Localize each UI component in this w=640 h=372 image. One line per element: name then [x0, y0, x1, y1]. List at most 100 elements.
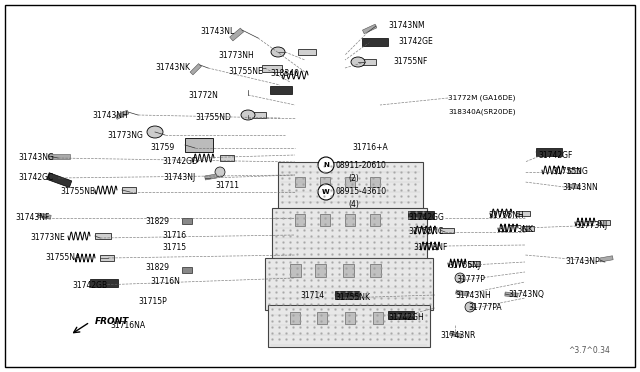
Ellipse shape: [351, 57, 365, 67]
Text: 31743NF: 31743NF: [15, 214, 49, 222]
Bar: [369, 263, 381, 276]
Text: N: N: [323, 162, 329, 168]
Text: 31773NH: 31773NH: [218, 51, 253, 60]
Text: 31755NE: 31755NE: [228, 67, 263, 77]
Bar: [289, 263, 301, 276]
Text: FRONT: FRONT: [95, 317, 129, 327]
Ellipse shape: [271, 47, 285, 57]
Polygon shape: [358, 59, 376, 65]
Text: 31777P: 31777P: [456, 276, 485, 285]
Polygon shape: [449, 331, 462, 338]
Polygon shape: [440, 228, 454, 232]
Bar: [314, 263, 326, 276]
Polygon shape: [220, 155, 234, 161]
Ellipse shape: [241, 110, 255, 120]
Text: 31772N: 31772N: [188, 90, 218, 99]
Polygon shape: [468, 260, 480, 266]
Bar: [295, 214, 305, 226]
Text: 31742GE: 31742GE: [398, 38, 433, 46]
Text: 31742GG: 31742GG: [408, 214, 444, 222]
Bar: [278, 162, 423, 210]
Text: 31773NJ: 31773NJ: [575, 221, 607, 230]
Polygon shape: [182, 218, 192, 224]
Text: 31755NB: 31755NB: [60, 187, 95, 196]
Text: 31743NH: 31743NH: [455, 291, 491, 299]
Text: 31772M (GA16DE): 31772M (GA16DE): [448, 95, 515, 101]
Text: 31742GF: 31742GF: [538, 151, 572, 160]
Bar: [317, 312, 327, 324]
Text: 31743NL: 31743NL: [200, 28, 234, 36]
Text: 31742GH: 31742GH: [388, 314, 424, 323]
Polygon shape: [95, 233, 111, 239]
Text: 31743NQ: 31743NQ: [508, 291, 544, 299]
Bar: [345, 214, 355, 226]
Polygon shape: [298, 49, 316, 55]
Polygon shape: [248, 112, 266, 118]
Text: 318340A(SR20DE): 318340A(SR20DE): [448, 109, 515, 115]
Text: 31777PA: 31777PA: [468, 304, 502, 312]
Text: 31829: 31829: [145, 218, 169, 227]
Polygon shape: [262, 64, 282, 71]
Polygon shape: [516, 211, 530, 215]
Text: 31715: 31715: [162, 244, 186, 253]
Circle shape: [318, 157, 334, 173]
Text: 31743NG: 31743NG: [18, 154, 54, 163]
Text: 08911-20610: 08911-20610: [335, 160, 386, 170]
Text: 31743NH: 31743NH: [92, 110, 128, 119]
Ellipse shape: [147, 126, 163, 138]
Polygon shape: [362, 24, 377, 34]
Text: 31743NM: 31743NM: [388, 20, 424, 29]
Text: 318340: 318340: [270, 70, 299, 78]
Polygon shape: [598, 219, 610, 224]
Text: 31743NR: 31743NR: [440, 330, 476, 340]
Bar: [370, 214, 380, 226]
Polygon shape: [90, 279, 118, 287]
Polygon shape: [100, 255, 114, 261]
Text: 31742GC: 31742GC: [18, 173, 53, 183]
Text: 31755ND: 31755ND: [195, 113, 231, 122]
Circle shape: [455, 273, 465, 283]
Text: 31742GB: 31742GB: [72, 280, 107, 289]
Bar: [342, 263, 353, 276]
Polygon shape: [388, 311, 414, 319]
Text: 31743NJ: 31743NJ: [163, 173, 195, 183]
Polygon shape: [230, 28, 244, 41]
Text: 31759: 31759: [150, 144, 174, 153]
Text: 31715P: 31715P: [138, 298, 167, 307]
Text: 31755NF: 31755NF: [393, 58, 428, 67]
Text: 31773NG: 31773NG: [107, 131, 143, 140]
Text: 31773NE: 31773NE: [30, 234, 65, 243]
Polygon shape: [190, 64, 202, 75]
Text: 31714: 31714: [300, 291, 324, 299]
Text: 31755NC: 31755NC: [408, 228, 444, 237]
Text: W: W: [322, 189, 330, 195]
Polygon shape: [456, 290, 469, 296]
Text: (2): (2): [348, 173, 359, 183]
Polygon shape: [362, 38, 388, 46]
Polygon shape: [115, 110, 129, 119]
Bar: [295, 177, 305, 187]
Text: 31742GD: 31742GD: [162, 157, 198, 167]
Text: 31716N: 31716N: [150, 278, 180, 286]
Text: 31716+A: 31716+A: [352, 144, 388, 153]
Bar: [320, 177, 330, 187]
Polygon shape: [536, 148, 562, 156]
Bar: [268, 305, 430, 347]
Polygon shape: [47, 173, 72, 187]
Polygon shape: [185, 138, 213, 152]
Polygon shape: [600, 256, 613, 262]
Polygon shape: [182, 267, 192, 273]
Text: 31743NP: 31743NP: [565, 257, 600, 266]
Polygon shape: [205, 174, 217, 180]
Circle shape: [215, 167, 225, 177]
Text: 31755NJ: 31755NJ: [448, 260, 480, 269]
Text: 31716: 31716: [162, 231, 186, 241]
Polygon shape: [568, 167, 580, 173]
Text: 31773NK: 31773NK: [498, 225, 533, 234]
Text: 31743NK: 31743NK: [155, 64, 190, 73]
Polygon shape: [38, 213, 51, 219]
Text: 31743NN: 31743NN: [562, 183, 598, 192]
Text: 31755NH: 31755NH: [488, 211, 524, 219]
Polygon shape: [270, 86, 292, 94]
Text: 31829: 31829: [145, 263, 169, 273]
